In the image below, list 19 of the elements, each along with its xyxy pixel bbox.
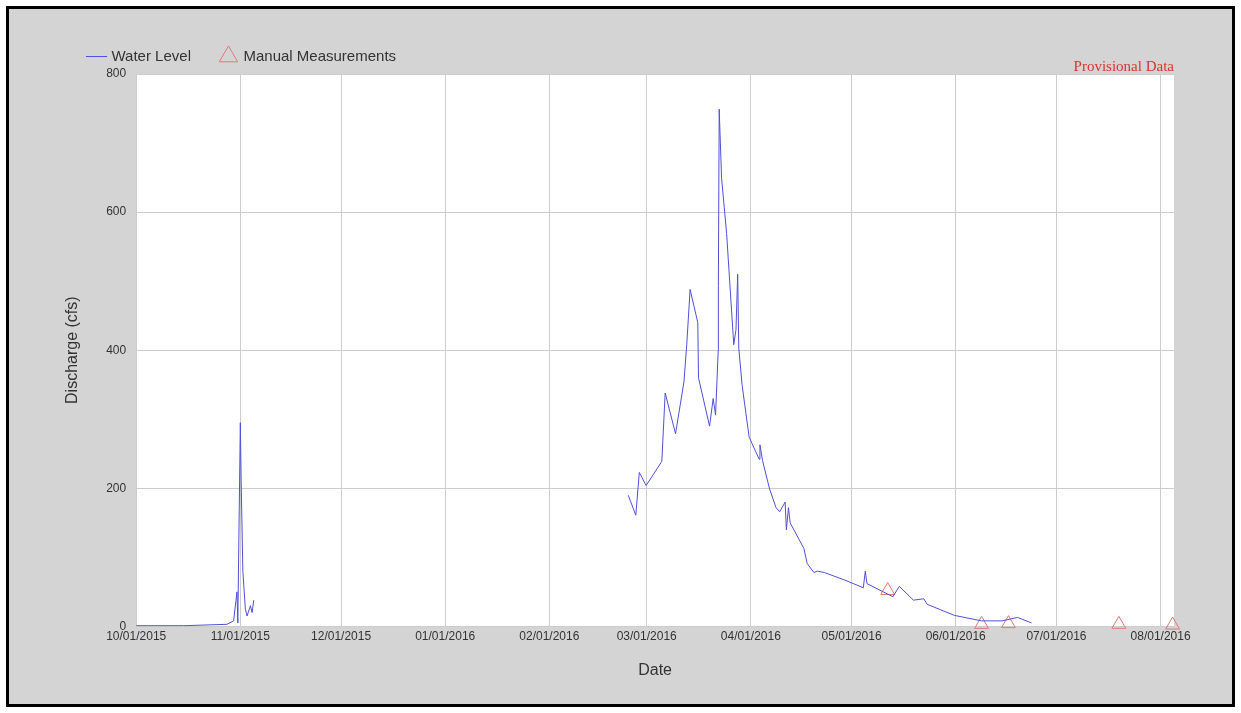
text: Provisional Data bbox=[1073, 57, 1175, 74]
x-tick-label: 05/01/2016 bbox=[821, 628, 882, 643]
x-tick-label: 07/01/2016 bbox=[1026, 628, 1087, 643]
x-tick-label: 11/01/2015 bbox=[210, 628, 271, 643]
legend-label: Manual Measurements bbox=[243, 46, 397, 64]
y-tick-label: 600 bbox=[106, 204, 127, 219]
x-tick-label: 01/01/2016 bbox=[415, 628, 476, 643]
x-tick-label: 02/01/2016 bbox=[519, 628, 580, 643]
x-tick-label: 08/01/2016 bbox=[1130, 628, 1191, 643]
y-axis-title: Discharge (cfs) bbox=[63, 296, 81, 404]
x-axis-title: Date bbox=[638, 660, 673, 678]
x-tick-label: 06/01/2016 bbox=[925, 628, 987, 643]
legend-label: Water Level bbox=[111, 46, 191, 64]
x-tick-label: 03/01/2016 bbox=[616, 628, 678, 643]
x-tick-label: 04/01/2016 bbox=[720, 628, 782, 643]
y-tick-label: 800 bbox=[106, 66, 127, 81]
x-tick-label: 12/01/2015 bbox=[311, 628, 372, 643]
y-tick-label: 400 bbox=[106, 342, 127, 357]
y-tick-label: 200 bbox=[106, 480, 127, 495]
